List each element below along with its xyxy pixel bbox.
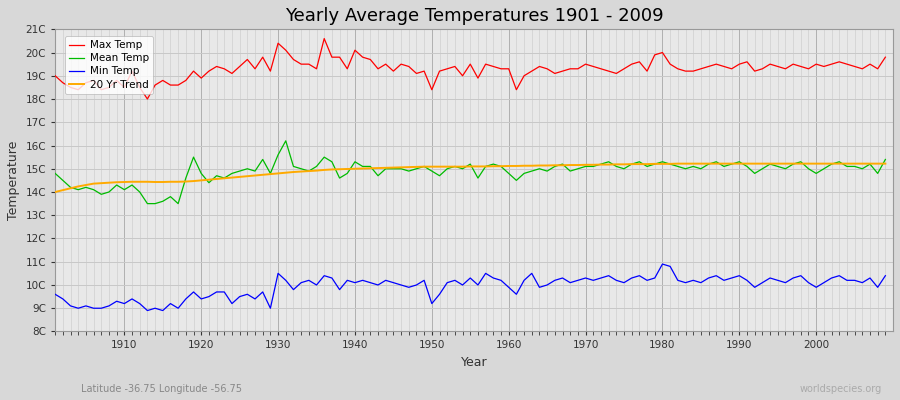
Line: Mean Temp: Mean Temp [55,141,886,204]
Max Temp [511,87,522,92]
20 Yr Trend [112,180,122,185]
Max Temp [342,66,353,71]
20 Yr Trend [880,161,891,166]
20 Yr Trend [281,170,292,175]
20 Yr Trend [327,167,338,172]
20 Yr Trend [596,162,607,167]
Line: 20 Yr Trend: 20 Yr Trend [55,164,886,192]
Mean Temp [880,157,891,162]
Mean Temp [511,178,522,183]
Max Temp [880,55,891,60]
Y-axis label: Temperature: Temperature [7,141,20,220]
Min Temp [112,299,122,304]
Min Temp [50,292,60,297]
Max Temp [112,78,122,83]
Mean Temp [518,171,529,176]
Mean Temp [112,183,122,188]
Legend: Max Temp, Mean Temp, Min Temp, 20 Yr Trend: Max Temp, Mean Temp, Min Temp, 20 Yr Tre… [65,36,153,94]
Mean Temp [50,171,60,176]
Mean Temp [142,201,153,206]
Min Temp [503,285,514,290]
Min Temp [142,308,153,313]
Min Temp [657,262,668,266]
Max Temp [611,71,622,76]
Mean Temp [281,138,292,143]
X-axis label: Year: Year [461,356,488,369]
20 Yr Trend [672,161,683,166]
Max Temp [319,36,329,41]
Line: Max Temp: Max Temp [55,38,886,99]
Max Temp [142,97,153,102]
Max Temp [50,73,60,78]
Max Temp [518,73,529,78]
Min Temp [288,287,299,292]
Min Temp [880,273,891,278]
Text: Latitude -36.75 Longitude -56.75: Latitude -36.75 Longitude -56.75 [81,384,242,394]
Title: Yearly Average Temperatures 1901 - 2009: Yearly Average Temperatures 1901 - 2009 [284,7,663,25]
Min Temp [334,287,345,292]
Mean Temp [611,164,622,169]
Min Temp [603,273,614,278]
20 Yr Trend [496,164,507,168]
20 Yr Trend [50,190,60,194]
Mean Temp [342,171,353,176]
Mean Temp [296,166,307,171]
Min Temp [511,292,522,297]
20 Yr Trend [503,164,514,168]
Text: worldspecies.org: worldspecies.org [800,384,882,394]
Max Temp [288,57,299,62]
Line: Min Temp: Min Temp [55,264,886,310]
